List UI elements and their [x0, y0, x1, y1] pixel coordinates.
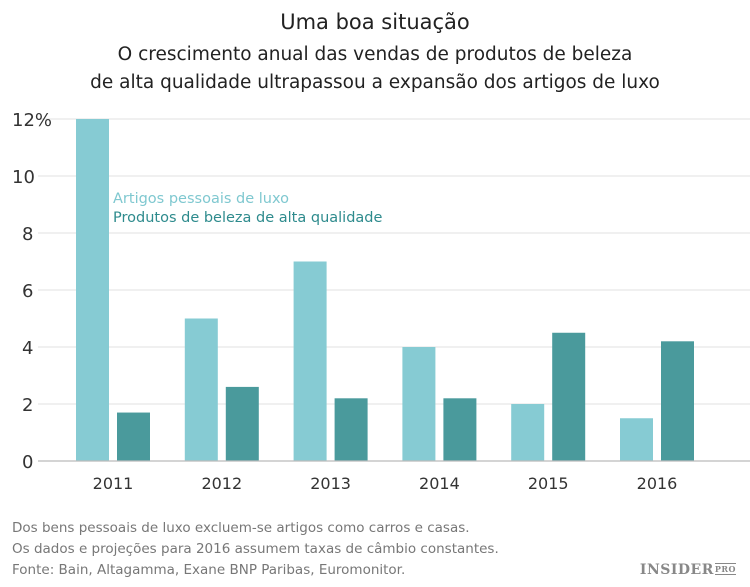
- bar-luxury-2012: [184, 318, 218, 461]
- footnote-source: Fonte: Bain, Altagamma, Exane BNP Pariba…: [12, 562, 406, 578]
- x-tick-label: 2014: [419, 474, 460, 493]
- bar-beauty-2012: [225, 386, 259, 461]
- logo-suffix: PRO: [714, 563, 736, 575]
- y-tick-label: 12%: [12, 110, 52, 131]
- bar-beauty-2013: [334, 398, 368, 461]
- y-tick-label: 0: [22, 452, 33, 473]
- bar-beauty-2014: [443, 398, 477, 461]
- chart-title: Uma boa situação: [280, 10, 470, 34]
- footnote-1: Dos bens pessoais de luxo excluem-se art…: [12, 520, 470, 536]
- bar-chart: 0 2 4 6 8 10 12% 2011 2012 2013 2014 2015 2016 Artigo…: [12, 110, 750, 493]
- y-tick-label: 2: [22, 395, 33, 416]
- bar-luxury-2011: [76, 119, 109, 461]
- bar-beauty-2011: [117, 412, 150, 461]
- chart-subtitle-line-2: de alta qualidade ultrapassou a expansão…: [90, 72, 660, 93]
- logo-text: INSIDER: [639, 562, 714, 578]
- x-tick-label: 2015: [528, 474, 569, 493]
- bar-beauty-2016: [661, 341, 694, 461]
- x-tick-label: 2013: [310, 474, 351, 493]
- y-tick-label: 4: [22, 338, 33, 359]
- legend-entry: Artigos pessoais de luxo: [113, 191, 289, 207]
- x-tick-label: 2012: [201, 474, 242, 493]
- y-tick-label: 8: [22, 224, 33, 245]
- x-tick-label: 2011: [93, 474, 134, 493]
- legend-entry: Produtos de beleza de alta qualidade: [113, 210, 382, 226]
- y-tick-label: 10: [12, 167, 35, 188]
- bar-luxury-2014: [402, 347, 436, 461]
- y-tick-label: 6: [22, 281, 33, 302]
- x-tick-label: 2016: [637, 474, 678, 493]
- bar-luxury-2016: [620, 418, 653, 461]
- bar-luxury-2013: [293, 261, 327, 461]
- bar-beauty-2015: [552, 332, 586, 461]
- insider-pro-logo: INSIDERPRO: [640, 562, 736, 578]
- bar-luxury-2015: [511, 404, 545, 461]
- chart-subtitle-line-1: O crescimento anual das vendas de produt…: [117, 44, 633, 65]
- footnote-2: Os dados e projeções para 2016 assumem t…: [12, 541, 499, 557]
